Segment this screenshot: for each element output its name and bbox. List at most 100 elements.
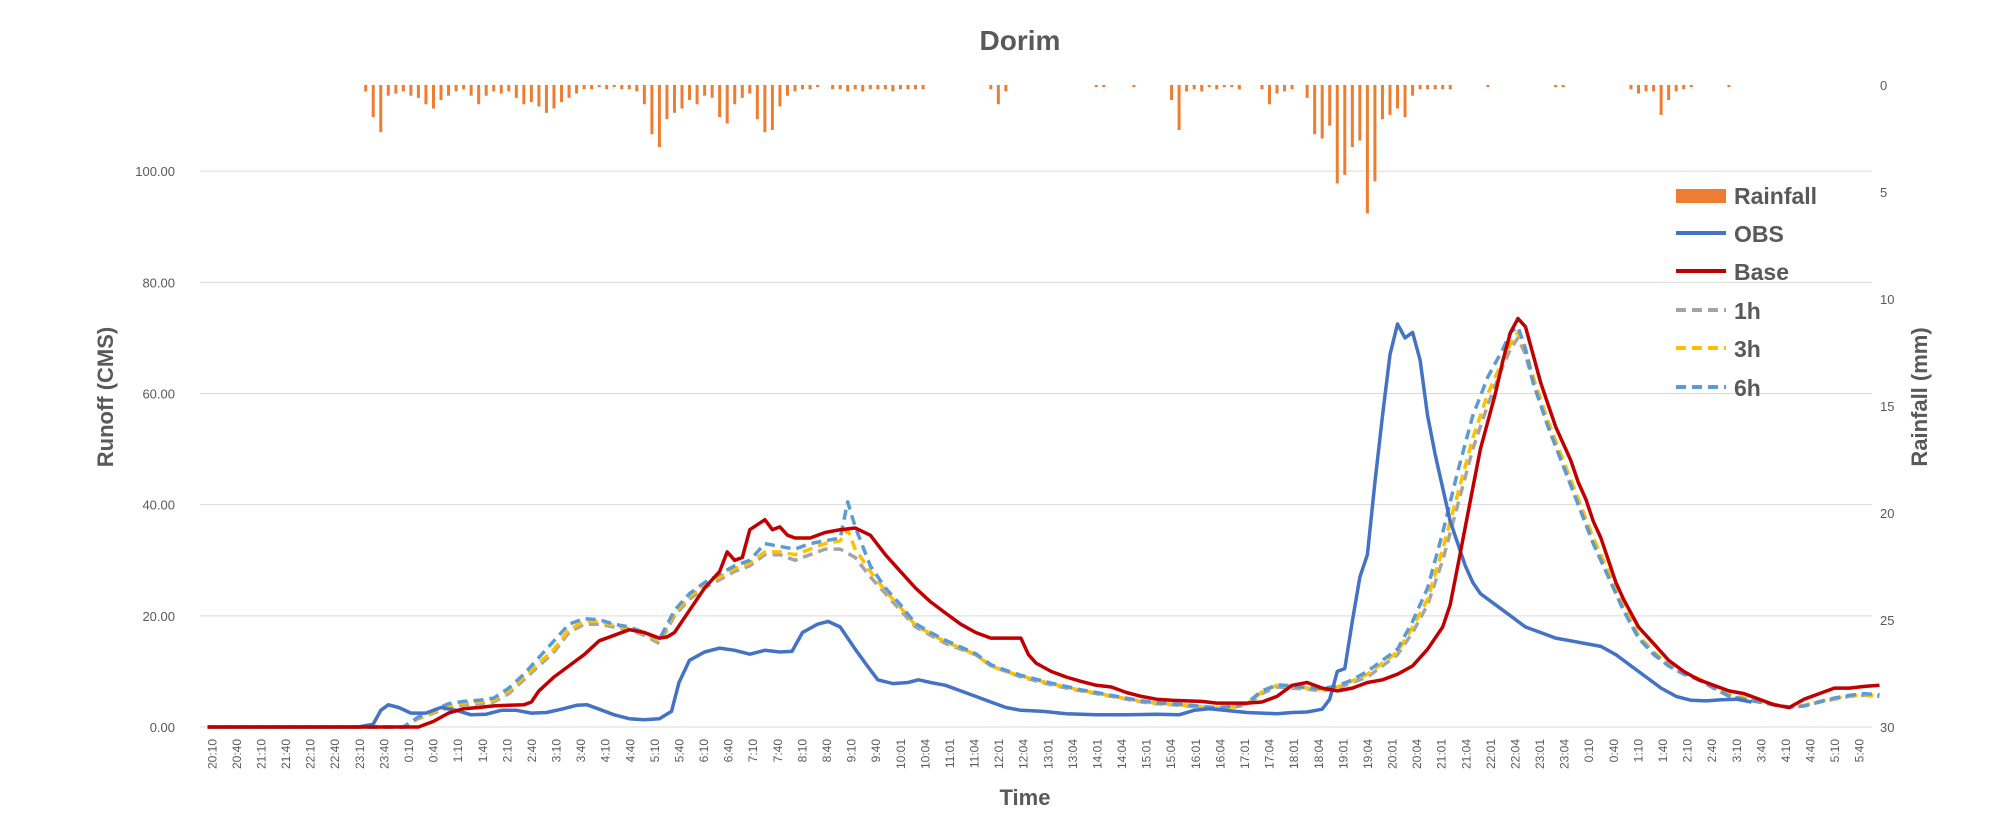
rainfall-bar — [816, 85, 820, 88]
x-tick-label: 22:04 — [1508, 739, 1522, 769]
x-tick-label: 12:04 — [1017, 739, 1031, 769]
x-tick-label: 16:04 — [1213, 739, 1227, 769]
rainfall-bar — [1004, 85, 1008, 92]
rainfall-bar — [439, 85, 443, 100]
rainfall-bar — [1426, 85, 1430, 90]
x-axis-title: Time — [1000, 785, 1051, 810]
rainfall-bar — [1637, 85, 1641, 94]
x-tick-label: 20:01 — [1386, 739, 1400, 769]
rainfall-bar — [831, 85, 835, 90]
rainfall-bar — [424, 85, 428, 105]
rainfall-bar — [1335, 85, 1339, 184]
rainfall-bar — [1313, 85, 1317, 135]
x-tick-label: 21:01 — [1435, 739, 1449, 769]
rainfall-bar — [431, 85, 435, 109]
y2-tick-label: 20 — [1880, 506, 1894, 521]
rainfall-bar — [1561, 85, 1565, 88]
legend-swatch-rainfall — [1676, 189, 1726, 203]
x-tick-label: 13:04 — [1066, 739, 1080, 769]
rainfall-bar — [718, 85, 722, 118]
rainfall-bar — [1554, 85, 1558, 88]
x-tick-label: 13:01 — [1041, 739, 1055, 769]
rainfall-bar — [1418, 85, 1422, 90]
rainfall-bar — [1682, 85, 1686, 90]
series-line-6h — [207, 325, 1880, 729]
x-tick-label: 23:01 — [1533, 739, 1547, 769]
x-tick-label: 9:40 — [869, 739, 883, 763]
rainfall-bar — [1237, 85, 1241, 90]
rainfall-bar — [620, 85, 624, 90]
y-tick-label: 40.00 — [142, 498, 175, 513]
rainfall-bar — [462, 85, 466, 90]
legend-label-base: Base — [1734, 259, 1789, 285]
rainfall-bar — [996, 85, 1000, 105]
y2-tick-label: 30 — [1880, 720, 1894, 735]
rainfall-bar — [1373, 85, 1377, 182]
x-tick-label: 8:10 — [795, 739, 809, 763]
rainfall-bar — [1132, 85, 1136, 88]
x-tick-label: 22:01 — [1484, 739, 1498, 769]
x-tick-label: 21:04 — [1459, 739, 1473, 769]
legend-label-1h: 1h — [1734, 298, 1761, 324]
rainfall-bar — [514, 85, 518, 98]
x-tick-label: 9:10 — [845, 739, 859, 763]
rainfall-bar — [1102, 85, 1106, 88]
rainfall-bar — [1170, 85, 1174, 100]
x-tick-label: 17:04 — [1263, 739, 1277, 769]
rainfall-bar — [477, 85, 481, 105]
x-tick-label: 6:40 — [722, 739, 736, 763]
x-tick-label: 23:40 — [377, 739, 391, 769]
rainfall-bar — [605, 85, 609, 90]
x-tick-label: 20:04 — [1410, 739, 1424, 769]
rainfall-bar — [1433, 85, 1437, 90]
rainfall-bar — [371, 85, 375, 118]
rainfall-bar — [544, 85, 548, 113]
rainfall-bar — [672, 85, 676, 113]
rainfall-bar — [1629, 85, 1633, 90]
x-tick-label: 10:01 — [894, 739, 908, 769]
rainfall-bar — [740, 85, 744, 98]
y2-axis-title: Rainfall (mm) — [1907, 327, 1932, 466]
rainfall-bar — [703, 85, 707, 96]
rainfall-bar — [1192, 85, 1196, 90]
x-tick-label: 3:10 — [1730, 739, 1744, 763]
rainfall-bar — [763, 85, 767, 133]
rainfall-bar — [898, 85, 902, 90]
rainfall-bar — [1305, 85, 1309, 98]
x-tick-label: 5:10 — [648, 739, 662, 763]
rainfall-bar — [567, 85, 571, 98]
x-tick-label: 20:10 — [205, 739, 219, 769]
rainfall-bar — [1215, 85, 1219, 90]
rainfall-bar — [1486, 85, 1490, 88]
rainfall-bar — [1689, 85, 1693, 88]
legend-label-3h: 3h — [1734, 336, 1761, 362]
rainfall-bar — [755, 85, 759, 120]
rainfall-bar — [838, 85, 842, 90]
rainfall-bar — [1388, 85, 1392, 115]
y2-tick-label: 10 — [1880, 292, 1894, 307]
rainfall-bar — [1260, 85, 1264, 90]
rainfall-bar — [1230, 85, 1234, 88]
y-tick-label: 60.00 — [142, 387, 175, 402]
y2-tick-label: 15 — [1880, 399, 1894, 414]
rainfall-bar — [1275, 85, 1279, 94]
rainfall-bar — [1185, 85, 1189, 92]
rainfall-bar — [1652, 85, 1656, 92]
series-lines — [207, 316, 1880, 729]
rainfall-bar — [1448, 85, 1452, 90]
rainfall-bar — [507, 85, 511, 92]
x-tick-label: 2:40 — [1705, 739, 1719, 763]
x-tick-label: 19:04 — [1361, 739, 1375, 769]
x-tick-label: 1:10 — [1631, 739, 1645, 763]
rainfall-bar — [409, 85, 413, 96]
rainfall-bar — [913, 85, 917, 90]
rainfall-bar — [778, 85, 782, 107]
legend: Rainfall OBS Base 1h 3h 6h — [1676, 183, 1817, 401]
rainfall-bar — [1200, 85, 1204, 92]
rainfall-bar — [688, 85, 692, 100]
rainfall-bar — [1441, 85, 1445, 90]
x-tick-label: 16:01 — [1189, 739, 1203, 769]
x-tick-label: 7:10 — [746, 739, 760, 763]
y-tick-label: 80.00 — [142, 275, 175, 290]
